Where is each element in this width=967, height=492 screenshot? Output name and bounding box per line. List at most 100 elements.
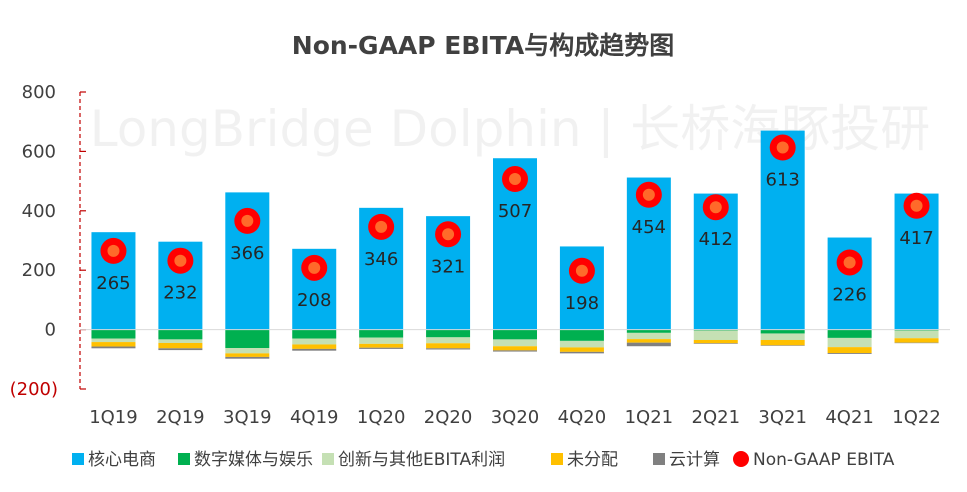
bar-segment-4 <box>292 344 337 349</box>
x-axis: 1Q19 2Q19 3Q19 4Q19 1Q20 2Q20 3Q20 4Q20 1Q21 2Q21… <box>89 407 941 428</box>
bar-segment-4 <box>559 347 604 352</box>
bar-segment-5 <box>894 342 939 344</box>
legend-label: Non-GAAP EBITA <box>753 450 895 470</box>
bar-segment-4 <box>359 343 404 348</box>
ebita-marker-core <box>709 201 722 214</box>
ebita-data-label: 454 <box>632 217 666 238</box>
bar-segment-3 <box>426 337 471 344</box>
bar-segment-1 <box>760 130 805 330</box>
ebita-data-label: 366 <box>230 243 264 264</box>
x-tick-label: 2Q20 <box>424 407 473 428</box>
bar-segment-2 <box>292 329 337 339</box>
bar-segment-3 <box>493 339 537 347</box>
ebita-data-label: 208 <box>297 290 331 311</box>
ebita-data-label: 232 <box>163 283 197 304</box>
x-tick-label: 3Q20 <box>491 407 540 428</box>
x-tick-label: 4Q21 <box>825 407 874 428</box>
bar-segment-2 <box>493 329 537 340</box>
chart-title: Non-GAAP EBITA与构成趋势图 <box>292 31 674 60</box>
legend-label: 核心电商 <box>88 450 156 470</box>
ebita-data-label: 346 <box>364 249 398 270</box>
ebita-marker-core <box>776 141 789 154</box>
bar-segment-2 <box>91 329 136 339</box>
ebita-marker-core <box>575 264 588 277</box>
bar-segment-2 <box>760 329 805 334</box>
bar-segment-4 <box>493 346 537 351</box>
ebita-marker-core <box>174 254 187 267</box>
bar-segment-2 <box>426 329 471 338</box>
bar-stack-group <box>91 130 939 359</box>
bar-segment-3 <box>359 337 404 344</box>
bar-segment-3 <box>894 330 939 339</box>
y-tick-label: 600 <box>22 141 56 162</box>
bar-segment-4 <box>827 347 872 354</box>
bar-segment-5 <box>827 353 872 354</box>
bar-segment-3 <box>559 340 604 348</box>
ebita-marker-core <box>241 214 254 227</box>
bar-segment-5 <box>426 348 471 350</box>
ebita-data-label: 507 <box>498 201 532 222</box>
bar-segment-2 <box>158 329 203 340</box>
ebita-marker-core <box>910 199 923 212</box>
legend-swatch-2 <box>178 453 190 465</box>
bar-segment-5 <box>760 345 805 346</box>
bar-segment-2 <box>827 329 872 338</box>
y-tick-label: 200 <box>22 260 56 281</box>
legend-swatch-3 <box>322 453 334 465</box>
legend-swatch-5 <box>653 453 665 465</box>
x-tick-label: 1Q20 <box>357 407 406 428</box>
x-tick-label: 4Q19 <box>290 407 339 428</box>
bar-segment-3 <box>626 332 671 340</box>
ebita-marker-core <box>509 173 521 186</box>
ebita-marker-core <box>107 244 120 257</box>
bar-segment-2 <box>626 329 671 333</box>
bar-segment-3 <box>91 338 136 343</box>
ebita-marker-core <box>642 188 655 201</box>
bar-segment-5 <box>493 350 537 352</box>
y-tick-label: 0 <box>45 320 56 341</box>
legend-label: 创新与其他EBITA利润 <box>338 450 505 470</box>
bar-segment-4 <box>626 339 671 343</box>
y-tick-label: 400 <box>22 201 56 222</box>
bar-segment-3 <box>158 339 203 343</box>
bar-segment-4 <box>760 339 805 346</box>
bar-segment-5 <box>626 342 671 347</box>
bar-segment-4 <box>693 339 738 344</box>
bar-segment-3 <box>827 337 872 348</box>
bar-segment-5 <box>158 348 203 351</box>
legend: 核心电商 数字媒体与娱乐 创新与其他EBITA利润 未分配 云计算 Non-GAAP EB… <box>72 450 895 470</box>
bar-segment-2 <box>359 329 404 338</box>
ebita-data-label: 198 <box>565 293 599 314</box>
bar-segment-3 <box>225 348 270 354</box>
ebita-marker-core <box>442 228 455 241</box>
ebita-data-label: 226 <box>832 284 866 305</box>
x-tick-label: 1Q22 <box>892 407 941 428</box>
bar-segment-2 <box>225 329 270 349</box>
ebita-data-label: 321 <box>431 256 465 277</box>
y-tick-label: 800 <box>22 82 56 103</box>
legend-label: 云计算 <box>669 450 720 470</box>
ebita-data-label: 265 <box>96 273 130 294</box>
legend-marker-ebita <box>733 451 749 467</box>
ebita-marker-core <box>375 220 388 233</box>
ebita-marker-core <box>308 261 321 274</box>
bar-segment-5 <box>359 347 404 349</box>
bar-segment-5 <box>559 351 604 354</box>
x-tick-label: 3Q21 <box>758 407 807 428</box>
ebita-data-label: 412 <box>699 229 733 250</box>
ebita-data-label: 417 <box>899 228 933 249</box>
bar-segment-3 <box>292 338 337 345</box>
y-tick-label: (200) <box>10 379 58 400</box>
bar-segment-5 <box>292 348 337 351</box>
x-tick-label: 3Q19 <box>223 407 272 428</box>
bar-segment-2 <box>559 329 604 341</box>
bar-segment-3 <box>760 333 805 340</box>
legend-swatch-4 <box>551 453 563 465</box>
bar-segment-5 <box>91 346 136 349</box>
ebita-marker-core <box>843 256 856 269</box>
legend-swatch-1 <box>72 453 84 465</box>
legend-label: 未分配 <box>567 450 618 470</box>
ebita-data-label: 613 <box>766 170 800 191</box>
ebita-marker-group: 265 232 366 208 346 321 507 198 454 412 613 226 417 <box>96 134 934 314</box>
